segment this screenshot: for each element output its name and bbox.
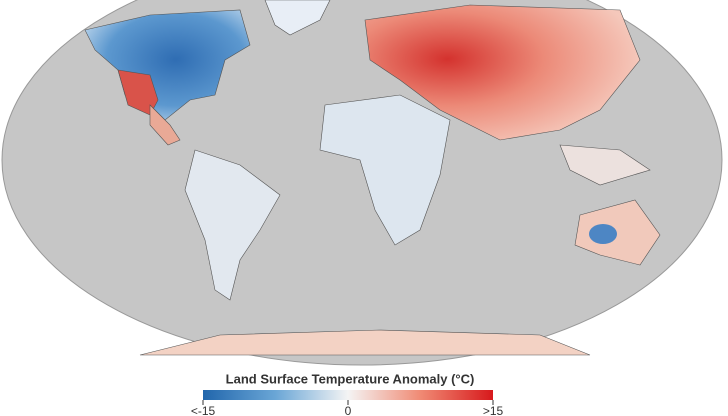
legend-title: Land Surface Temperature Anomaly (°C) <box>226 371 475 386</box>
africa <box>319 94 451 246</box>
australia-cold-spot <box>589 224 617 244</box>
mexico <box>149 104 181 146</box>
map <box>1 0 723 366</box>
south-america <box>184 149 281 301</box>
eurasia <box>364 4 641 141</box>
western-us <box>117 69 159 116</box>
color-bar <box>203 390 493 400</box>
antarctica <box>139 329 591 356</box>
southeast-asia <box>559 144 651 186</box>
tick-label: 0 <box>345 404 352 416</box>
australia <box>574 199 661 266</box>
tick-label: <-15 <box>191 404 216 416</box>
tick-label: >15 <box>483 404 504 416</box>
greenland <box>264 0 331 36</box>
